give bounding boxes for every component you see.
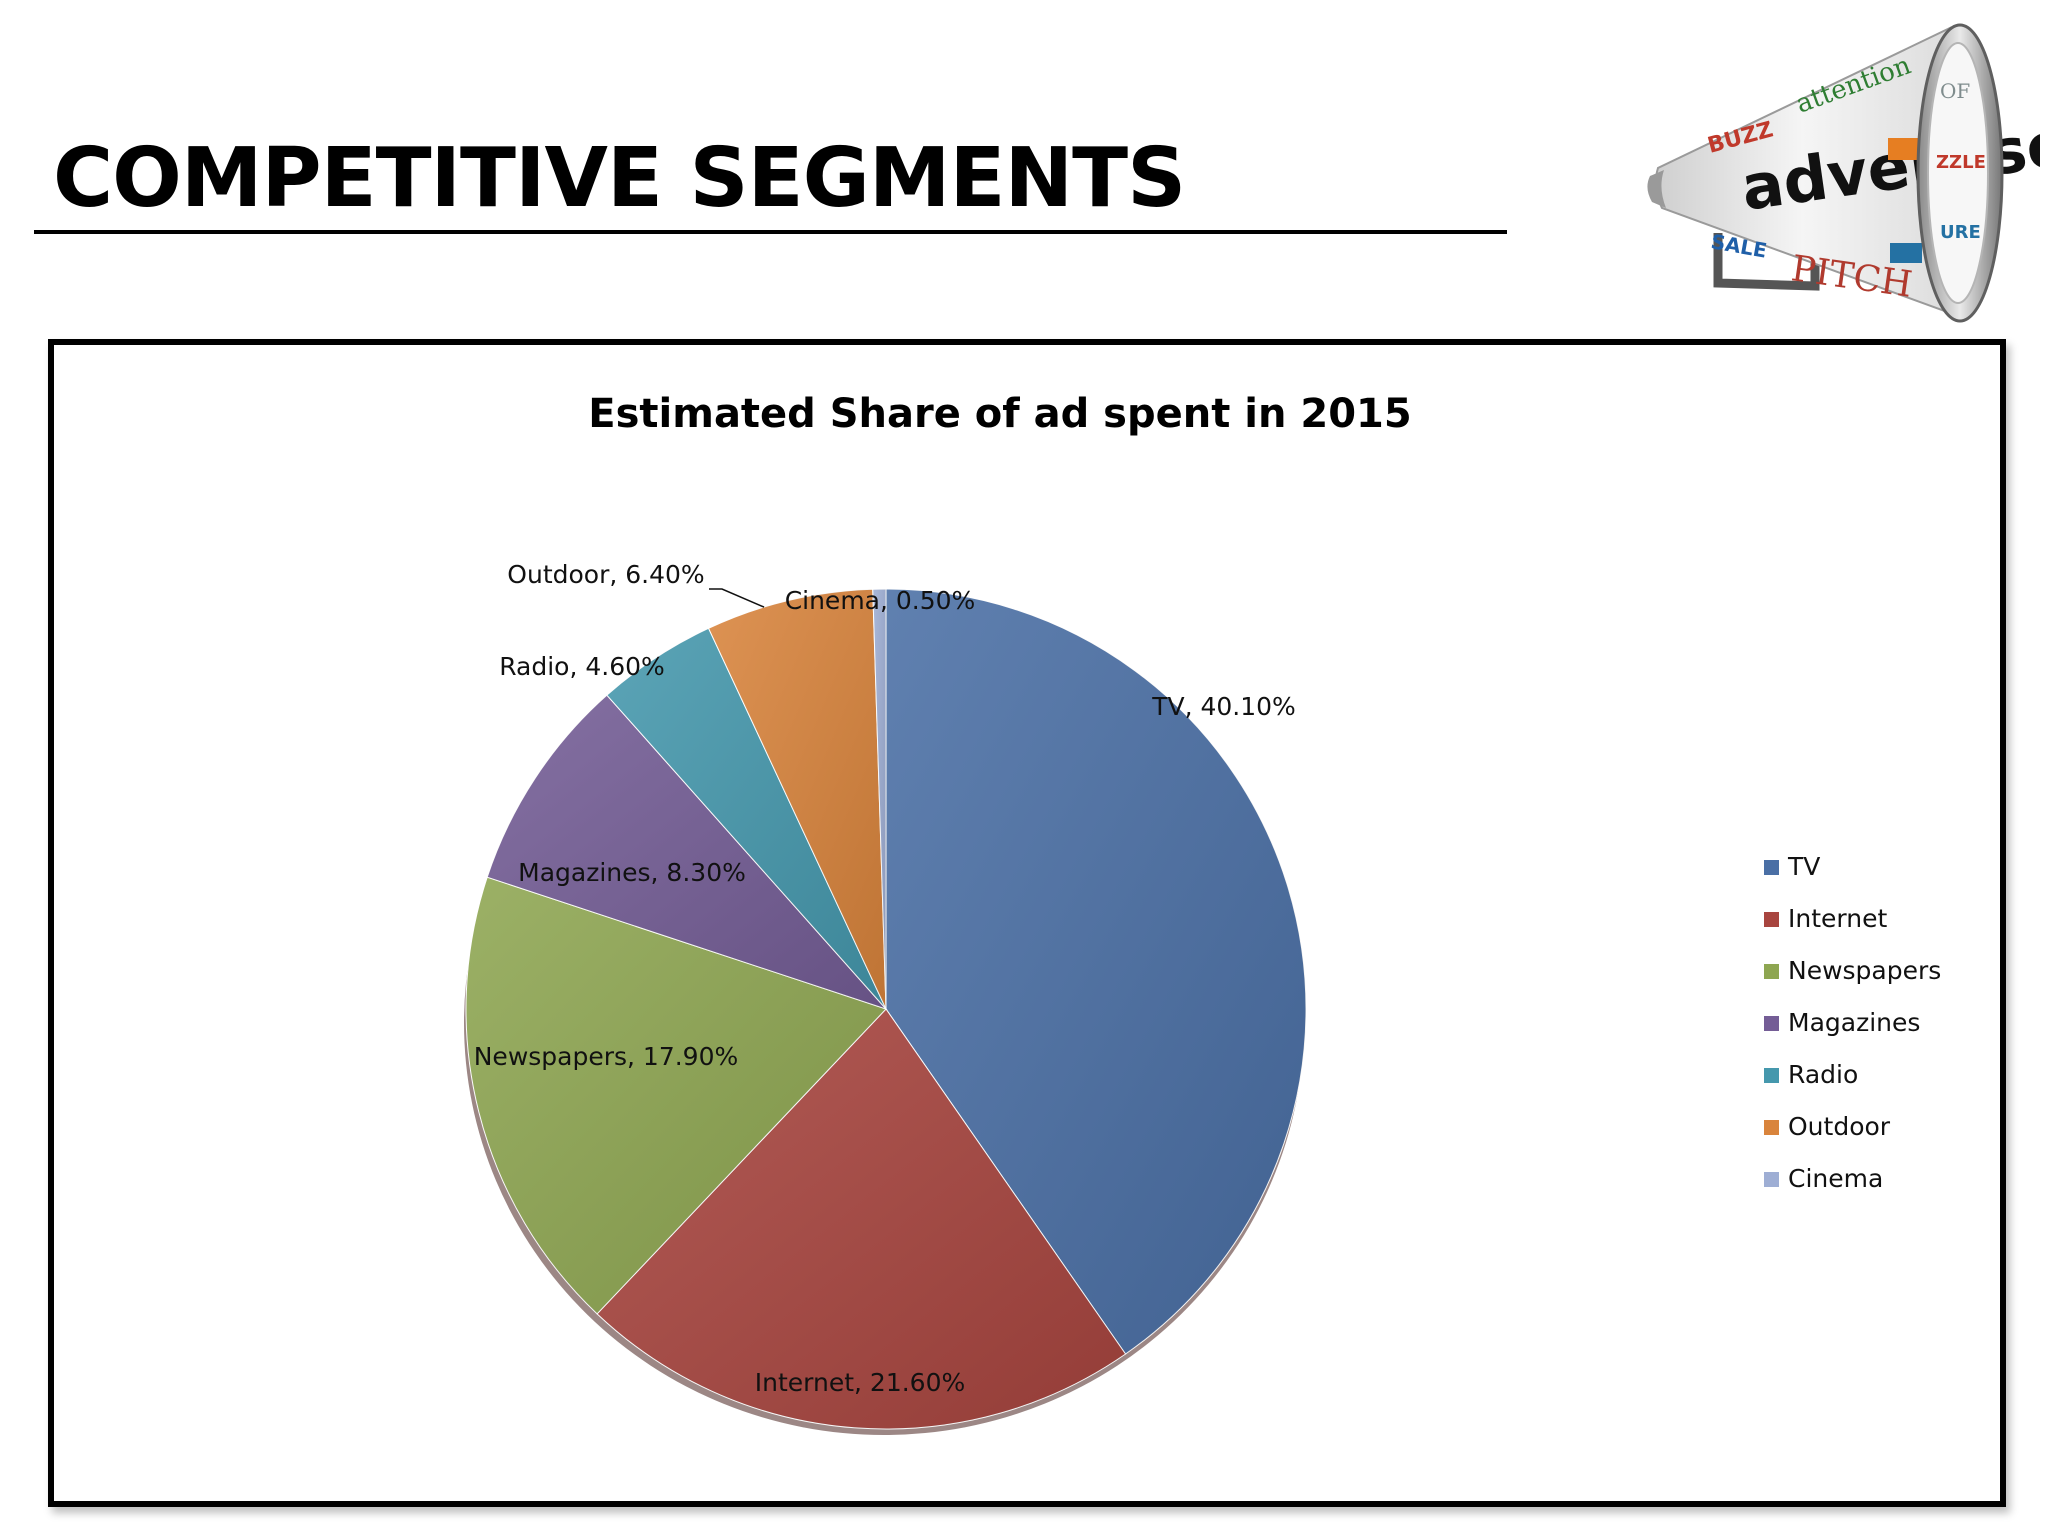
chart-title: Estimated Share of ad spent in 2015 (588, 391, 1411, 437)
legend-label-newspapers: Newspapers (1788, 956, 1941, 985)
data-label-newspapers: Newspapers, 17.90% (474, 1042, 739, 1071)
title-underline (34, 230, 1507, 234)
legend-swatch-outdoor (1764, 1120, 1779, 1135)
legend-label-magazines: Magazines (1788, 1008, 1920, 1037)
pie-slice-shading-magazines (487, 695, 886, 1009)
pie-slice-shading-radio (606, 628, 886, 1009)
chart-legend: TV Internet Newspapers Magazines Radio Outdoo… (1764, 852, 1941, 1193)
pie-chart: Estimated Share of ad spent in 2015 TV, … (464, 391, 1941, 1435)
legend-swatch-internet (1764, 912, 1779, 927)
legend-swatch-cinema (1764, 1172, 1779, 1187)
pie-slice-shading-outdoor (708, 589, 886, 1009)
pie-leader-lines (709, 588, 765, 608)
legend-label-cinema: Cinema (1788, 1164, 1883, 1193)
legend-label-tv: TV (1787, 852, 1820, 881)
data-label-cinema: Cinema, 0.50% (785, 586, 976, 615)
legend-swatch-tv (1764, 860, 1779, 875)
legend-swatch-magazines (1764, 1016, 1779, 1031)
svg-text:ZZLE: ZZLE (1936, 152, 1986, 173)
data-label-internet: Internet, 21.60% (755, 1368, 966, 1397)
legend-swatch-radio (1764, 1068, 1779, 1083)
megaphone-handle (1713, 233, 1820, 291)
pie-slices (465, 588, 1307, 1430)
legend-swatch-newspapers (1764, 964, 1779, 979)
leader-line-outdoor (709, 588, 765, 608)
pie-slice-shading-newspapers (466, 877, 886, 1314)
legend-label-outdoor: Outdoor (1788, 1112, 1891, 1141)
megaphone-logo: BUZZ attention advertise! PITCH SALE OF … (1647, 23, 2040, 323)
pie-slice-shading-cinema (872, 589, 886, 1009)
svg-text:OF: OF (1940, 79, 1970, 103)
legend-label-internet: Internet (1788, 904, 1887, 933)
slide-title: COMPETITIVE SEGMENTS (53, 131, 1186, 226)
pie-data-labels: TV, 40.10% Internet, 21.60% Newspapers, 17… (474, 560, 1296, 1397)
pie-slice-shading-tv (886, 589, 1306, 1355)
pie-slice-shading-internet (597, 1009, 1126, 1429)
data-label-outdoor: Outdoor, 6.40% (507, 560, 704, 589)
data-label-radio: Radio, 4.60% (499, 652, 665, 681)
legend-label-radio: Radio (1788, 1060, 1858, 1089)
data-label-magazines: Magazines, 8.30% (518, 858, 746, 887)
data-label-tv: TV, 40.10% (1151, 692, 1296, 721)
chart-frame: Estimated Share of ad spent in 2015 TV, … (48, 339, 2006, 1507)
svg-text:URE: URE (1940, 222, 1981, 243)
